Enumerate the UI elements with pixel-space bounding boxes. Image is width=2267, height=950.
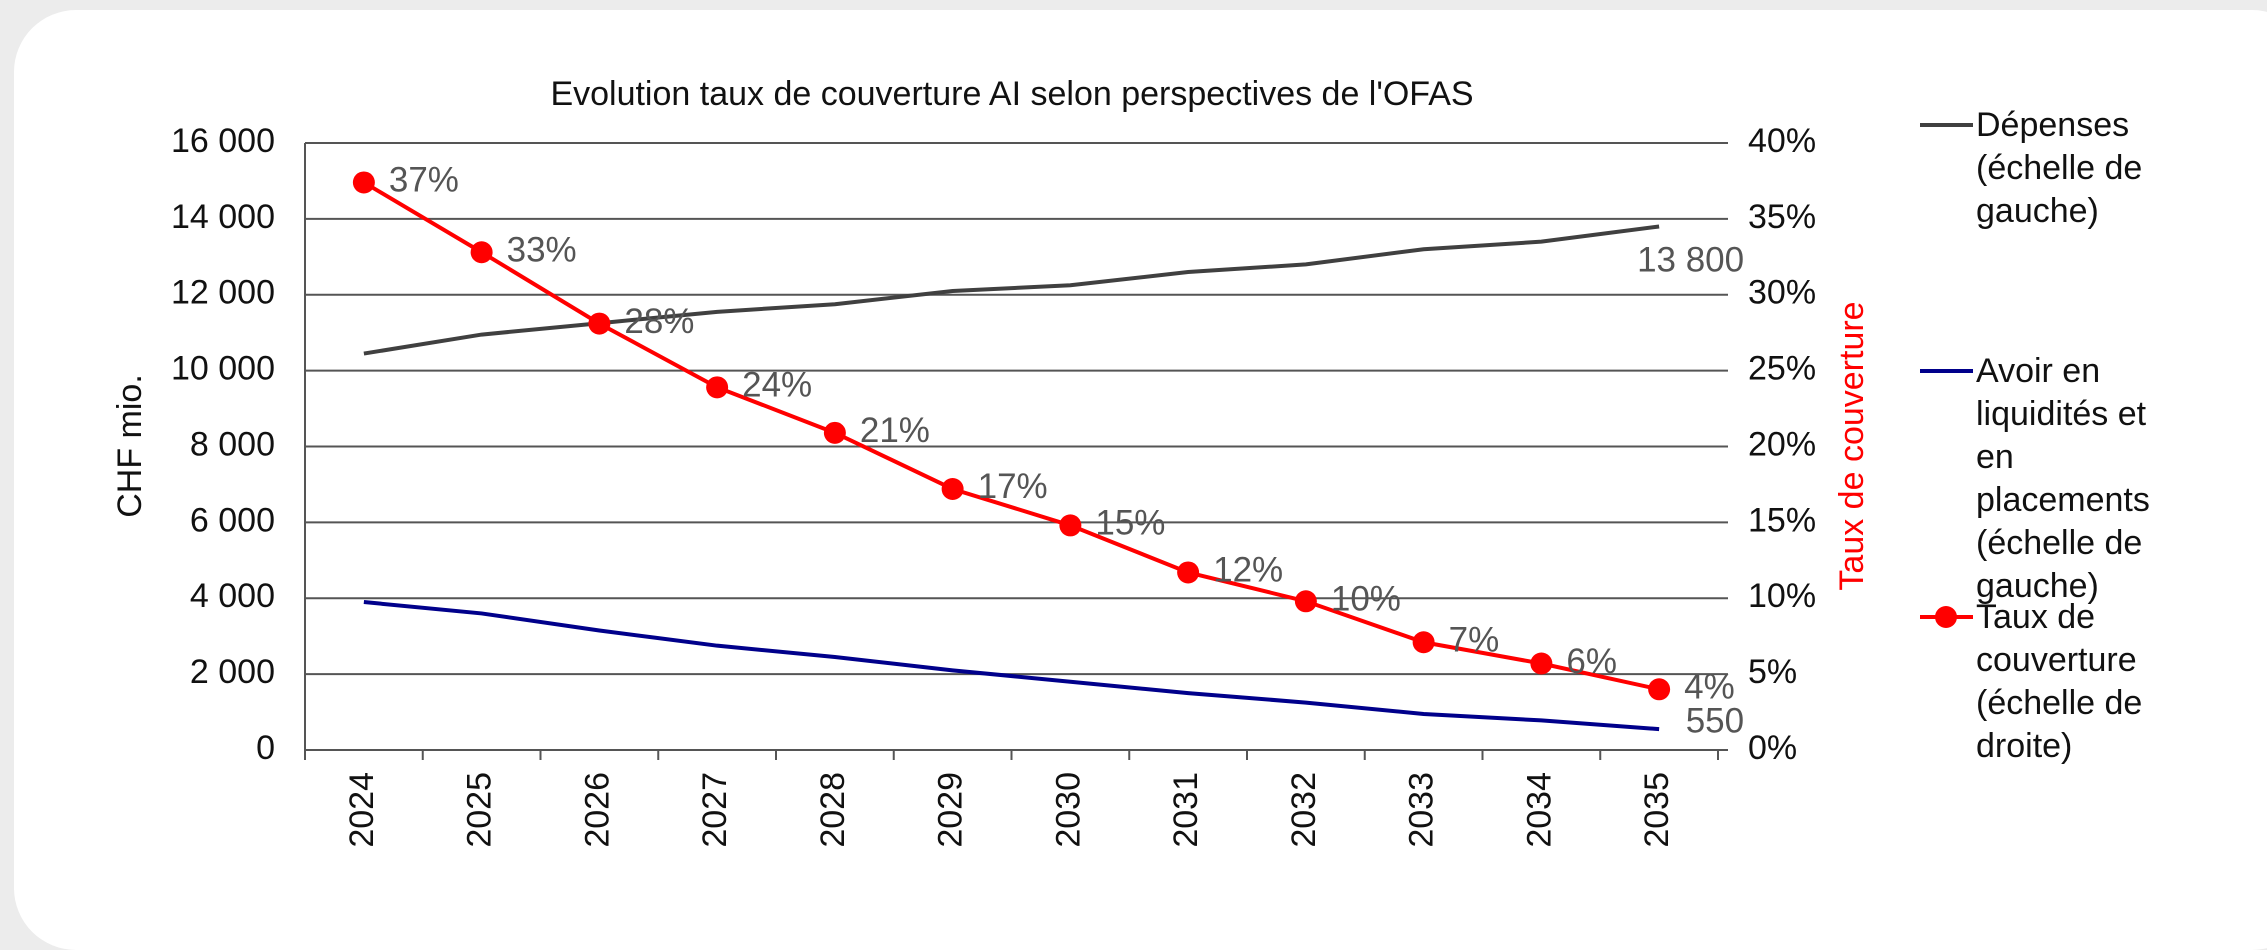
legend-marker [1935, 606, 1957, 628]
marker [1648, 678, 1671, 701]
marker [588, 312, 611, 335]
marker [1530, 652, 1553, 675]
marker [1294, 590, 1317, 613]
y-tick-label: 8 000 [190, 425, 275, 463]
chart: Evolution taux de couverture AI selon pe… [111, 75, 1973, 848]
data-label: 15% [1095, 504, 1165, 543]
y-tick-label: 10 000 [171, 350, 275, 388]
y-tick-label: 14 000 [171, 198, 275, 236]
y2-tick-label: 40% [1748, 122, 1816, 160]
y-tick-label: 0 [256, 729, 275, 767]
y2-tick-label: 15% [1748, 501, 1816, 539]
marker [1177, 561, 1200, 584]
data-label: 28% [624, 302, 694, 341]
x-tick-label: 2035 [1638, 772, 1676, 848]
x-tick-label: 2034 [1520, 772, 1558, 848]
data-label: 550 [1686, 701, 1744, 740]
data-label: 6% [1566, 642, 1617, 681]
series-line [362, 180, 1660, 692]
y-tick-label: 16 000 [171, 122, 275, 160]
y-tick-label: 6 000 [190, 501, 275, 539]
y-tick-label: 12 000 [171, 274, 275, 312]
y2-tick-label: 20% [1748, 425, 1816, 463]
series-line [363, 224, 1660, 356]
y2-tick-label: 25% [1748, 350, 1816, 388]
series-line [363, 600, 1660, 732]
x-tick-label: 2024 [343, 772, 381, 848]
data-label: 37% [389, 161, 459, 200]
y-tick-label: 2 000 [190, 653, 275, 691]
legend-label: Dépenses (échelle de gauche) [1976, 106, 2143, 230]
y-tick-label: 4 000 [190, 577, 275, 615]
marker [706, 376, 729, 399]
data-label: 10% [1331, 580, 1401, 619]
y2-tick-label: 35% [1748, 198, 1816, 236]
data-label: 17% [978, 467, 1048, 506]
data-label: 13 800 [1637, 241, 1744, 280]
y-axis-label: CHF mio. [111, 374, 149, 518]
data-label: 33% [507, 231, 577, 270]
legend-label: Avoir en liquidités et en placements (éc… [1976, 352, 2150, 605]
data-label: 24% [742, 366, 812, 405]
x-tick-label: 2029 [932, 772, 970, 848]
marker [352, 171, 375, 194]
y2-tick-label: 30% [1748, 274, 1816, 312]
y2-tick-label: 10% [1748, 577, 1816, 615]
chart-title: Evolution taux de couverture AI selon pe… [550, 75, 1473, 113]
data-label: 21% [860, 411, 930, 450]
data-label: 12% [1213, 551, 1283, 590]
x-tick-label: 2033 [1403, 772, 1441, 848]
data-label: 7% [1449, 621, 1500, 660]
data-label: 4% [1684, 668, 1735, 707]
marker [470, 241, 493, 264]
card [14, 10, 2267, 950]
page: {"chart_data": {"type": "line", "title":… [14, 10, 2267, 950]
marker [941, 477, 964, 500]
marker [823, 421, 846, 444]
legend-label: Taux de couverture (échelle de droite) [1976, 598, 2143, 765]
y2-tick-label: 0% [1748, 729, 1797, 767]
x-tick-label: 2031 [1167, 772, 1205, 848]
x-tick-label: 2028 [814, 772, 852, 848]
x-tick-label: 2027 [696, 772, 734, 848]
marker [1412, 631, 1435, 654]
marker [1059, 514, 1082, 537]
x-tick-label: 2026 [578, 772, 616, 848]
x-tick-label: 2032 [1285, 772, 1323, 848]
y2-axis-label: Taux de couverture [1833, 301, 1871, 590]
y2-tick-label: 5% [1748, 653, 1797, 691]
x-tick-label: 2030 [1049, 772, 1087, 848]
x-tick-label: 2025 [461, 772, 499, 848]
